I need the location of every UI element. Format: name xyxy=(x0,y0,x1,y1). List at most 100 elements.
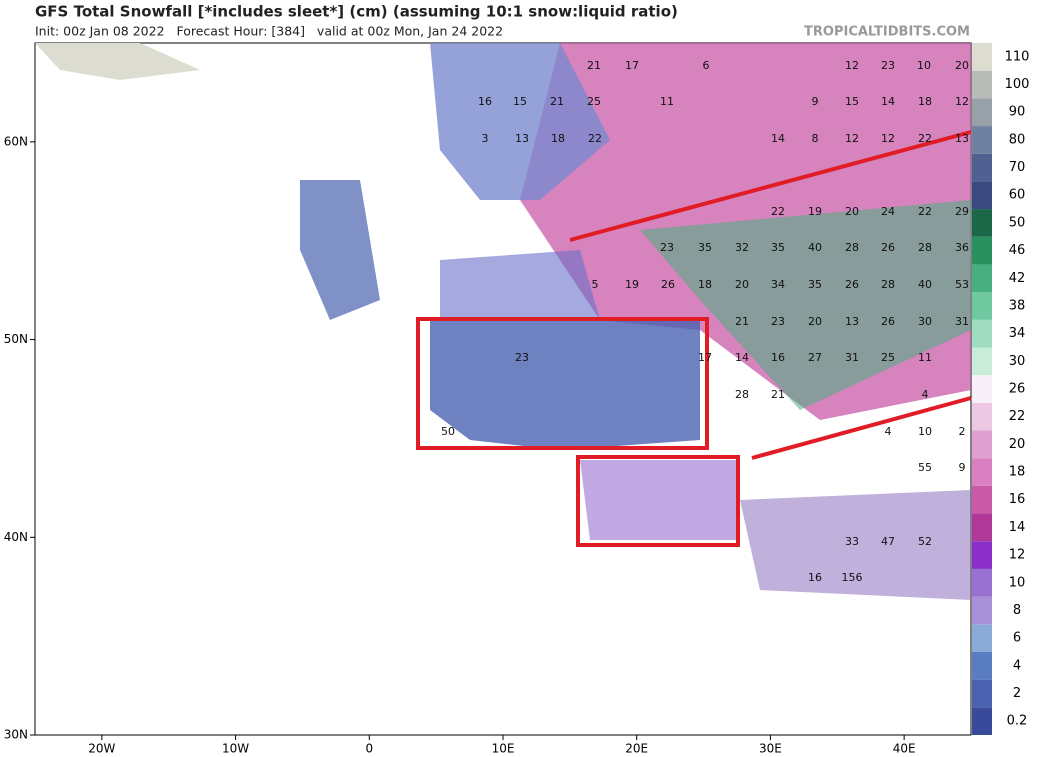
snow-total-label: 18 xyxy=(918,95,932,108)
snow-total-label: 22 xyxy=(918,132,932,145)
colorbar-cell xyxy=(972,70,992,99)
snow-total-label: 21 xyxy=(735,315,749,328)
snow-total-label: 28 xyxy=(881,278,895,291)
snow-total-label: 50 xyxy=(441,425,455,438)
colorbar-label: 22 xyxy=(1009,409,1026,424)
snow-total-label: 21 xyxy=(587,59,601,72)
title: GFS Total Snowfall [*includes sleet*] (c… xyxy=(35,3,678,21)
snow-total-label: 33 xyxy=(845,535,859,548)
snow-total-label: 40 xyxy=(918,278,932,291)
snow-total-label: 28 xyxy=(845,241,859,254)
snow-total-label: 31 xyxy=(845,351,859,364)
snow-total-label: 18 xyxy=(698,278,712,291)
snow-total-label: 12 xyxy=(845,132,859,145)
snow-total-label: 23 xyxy=(660,241,674,254)
snow-total-label: 35 xyxy=(808,278,822,291)
colorbar-label: 4 xyxy=(1013,658,1021,673)
x-tick-label: 40E xyxy=(893,742,916,756)
snow-area xyxy=(300,180,380,320)
snow-total-label: 35 xyxy=(698,241,712,254)
colorbar-label: 80 xyxy=(1009,132,1026,147)
snow-total-label: 9 xyxy=(959,461,966,474)
snow-total-label: 17 xyxy=(625,59,639,72)
snow-total-label: 36 xyxy=(955,241,969,254)
highlight-line xyxy=(751,396,972,460)
colorbar-label: 60 xyxy=(1009,188,1026,203)
snow-total-label: 13 xyxy=(955,132,969,145)
snow-total-label: 2 xyxy=(959,425,966,438)
snow-total-label: 6 xyxy=(703,59,710,72)
snow-total-label: 28 xyxy=(735,388,749,401)
colorbar-label: 18 xyxy=(1009,465,1026,480)
map-area xyxy=(34,42,972,736)
snow-total-label: 40 xyxy=(808,241,822,254)
snow-total-label: 23 xyxy=(771,315,785,328)
x-tick-label: 10E xyxy=(492,742,515,756)
snow-total-label: 19 xyxy=(808,205,822,218)
snow-total-label: 47 xyxy=(881,535,895,548)
snow-total-label: 9 xyxy=(812,95,819,108)
x-tick-label: 0 xyxy=(365,742,373,756)
colorbar-label: 10 xyxy=(1009,575,1026,590)
colorbar-cell xyxy=(972,679,992,708)
colorbar-label: 0.2 xyxy=(1007,714,1028,729)
colorbar-cell xyxy=(972,347,992,376)
y-tick-label: 50N xyxy=(4,332,28,346)
colorbar-label: 110 xyxy=(1005,49,1030,64)
snow-total-label: 19 xyxy=(625,278,639,291)
colorbar-cell xyxy=(972,181,992,210)
snow-total-label: 11 xyxy=(918,351,932,364)
snow-total-label: 22 xyxy=(918,205,932,218)
colorbar-label: 12 xyxy=(1009,548,1026,563)
colorbar-cell xyxy=(972,596,992,625)
colorbar-cell xyxy=(972,319,992,348)
colorbar-cell xyxy=(972,126,992,154)
colorbar-label: 90 xyxy=(1009,105,1026,120)
snow-total-label: 8 xyxy=(812,132,819,145)
colorbar-cell xyxy=(972,430,992,459)
snow-total-label: 31 xyxy=(955,315,969,328)
snow-total-label: 14 xyxy=(881,95,895,108)
snow-total-label: 12 xyxy=(845,59,859,72)
x-tick-label: 20E xyxy=(625,742,648,756)
colorbar-cell xyxy=(972,458,992,486)
colorbar-label: 8 xyxy=(1013,603,1021,618)
colorbar-label: 50 xyxy=(1009,215,1026,230)
snow-total-label: 26 xyxy=(661,278,675,291)
x-tick-label: 30E xyxy=(759,742,782,756)
colorbar-label: 46 xyxy=(1009,243,1026,258)
colorbar-label: 14 xyxy=(1009,520,1026,535)
snow-total-label: 21 xyxy=(550,95,564,108)
snow-total-label: 15 xyxy=(845,95,859,108)
snow-total-label: 30 xyxy=(918,315,932,328)
colorbar-cell xyxy=(972,402,992,431)
snow-area xyxy=(430,320,700,450)
colorbar-cell xyxy=(972,153,992,182)
snow-total-label: 25 xyxy=(587,95,601,108)
snow-area xyxy=(640,200,971,410)
colorbar-cell xyxy=(972,264,992,293)
colorbar-cell xyxy=(972,651,992,680)
colorbar-cell xyxy=(972,98,992,127)
snow-total-label: 17 xyxy=(698,351,712,364)
snow-total-label: 55 xyxy=(918,461,932,474)
colorbar-label: 34 xyxy=(1009,326,1026,341)
snow-total-label: 12 xyxy=(881,132,895,145)
colorbar-label: 20 xyxy=(1009,437,1026,452)
colorbar-label: 38 xyxy=(1009,298,1026,313)
snow-total-label: 52 xyxy=(918,535,932,548)
colorbar-cell xyxy=(972,375,992,403)
snow-total-label: 3 xyxy=(482,132,489,145)
snow-total-label: 12 xyxy=(955,95,969,108)
colorbar-cell xyxy=(972,568,992,597)
snow-area xyxy=(580,460,740,540)
colorbar-cell xyxy=(972,707,992,735)
x-tick-label: 20W xyxy=(88,742,115,756)
snow-area xyxy=(35,43,200,80)
snow-total-label: 32 xyxy=(735,241,749,254)
snow-total-label: 10 xyxy=(918,425,932,438)
snow-total-label: 25 xyxy=(881,351,895,364)
colorbar-label: 70 xyxy=(1009,160,1026,175)
snow-total-label: 13 xyxy=(845,315,859,328)
y-tick-label: 40N xyxy=(4,530,28,544)
